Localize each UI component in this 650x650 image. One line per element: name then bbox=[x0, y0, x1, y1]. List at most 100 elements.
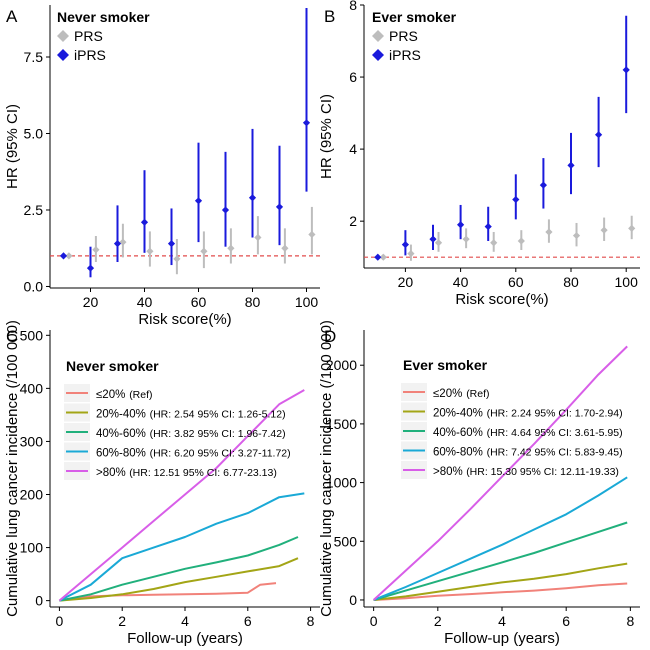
data-point bbox=[254, 233, 262, 242]
series-line bbox=[59, 536, 299, 602]
legend-label: 20%-40% bbox=[433, 408, 483, 420]
y-axis-label: HR (95% CI) bbox=[318, 94, 335, 179]
data-point bbox=[595, 131, 603, 139]
series-iprs bbox=[59, 8, 311, 278]
x-axis-label: Risk score(%) bbox=[138, 311, 231, 328]
panel-title: Ever smoker bbox=[403, 357, 488, 373]
data-point bbox=[429, 235, 437, 243]
data-point bbox=[628, 224, 636, 232]
legend-stats: (Ref) bbox=[466, 388, 489, 400]
panel-a: A 0.0 2.5 5.0 7.5 20 40 60 80 100 Risk score(%) HR … bbox=[4, 5, 320, 328]
x-tick-label: 40 bbox=[137, 294, 153, 310]
legend-stats: (HR: 2.54 95% CI: 1.26-5.12) bbox=[150, 409, 286, 421]
legend-label: ≤20% bbox=[96, 389, 125, 401]
panel-title: Never smoker bbox=[57, 9, 150, 25]
panel-letter: D bbox=[324, 327, 336, 346]
y-tick-label: 500 bbox=[334, 533, 358, 549]
panel-letter: B bbox=[324, 7, 335, 26]
legend-item-prs: PRS bbox=[57, 28, 103, 44]
y-tick-label: 6 bbox=[349, 69, 357, 85]
data-point bbox=[281, 244, 289, 252]
y-tick-label: 200 bbox=[20, 487, 44, 503]
y-axis-label: Cumulative lung cancer incidence (/100 0… bbox=[318, 320, 335, 617]
data-point bbox=[200, 247, 208, 255]
x-tick-label: 80 bbox=[563, 274, 579, 290]
legend-label: iPRS bbox=[389, 47, 421, 63]
legend-label: 40%-60% bbox=[433, 427, 483, 439]
data-point bbox=[308, 230, 316, 239]
data-point bbox=[545, 228, 553, 236]
legend-label: 60%-80% bbox=[433, 447, 483, 459]
y-tick-label: 0 bbox=[349, 592, 357, 608]
x-axis-label: Risk score(%) bbox=[455, 291, 548, 308]
legend-item-iprs: iPRS bbox=[372, 47, 421, 63]
x-tick-label: 20 bbox=[398, 274, 414, 290]
data-point bbox=[275, 203, 284, 211]
legend-label: iPRS bbox=[74, 47, 106, 63]
data-point bbox=[146, 247, 154, 255]
y-axis-label: Cumulative lung cancer incidence (/100 0… bbox=[4, 320, 21, 617]
x-tick-label: 8 bbox=[307, 613, 315, 629]
data-point bbox=[600, 226, 608, 234]
legend-label: PRS bbox=[389, 28, 418, 44]
legend-item: 40%-60% (HR: 4.64 95% CI: 3.61-5.95) bbox=[401, 422, 623, 440]
series-line bbox=[373, 562, 628, 601]
x-tick-label: 4 bbox=[181, 613, 189, 629]
data-point bbox=[517, 237, 525, 245]
x-tick-label: 8 bbox=[626, 613, 634, 629]
data-point bbox=[302, 119, 311, 127]
panel-letter: C bbox=[6, 327, 18, 346]
series-line bbox=[373, 476, 628, 601]
y-tick-label: 7.5 bbox=[24, 49, 44, 65]
legend-item: 20%-40% (HR: 2.54 95% CI: 1.26-5.12) bbox=[64, 403, 286, 422]
legend-item: >80% (HR: 12.51 95% CI: 6.77-23.13) bbox=[64, 462, 277, 480]
data-point bbox=[572, 231, 581, 240]
y-tick-label: 300 bbox=[20, 433, 44, 449]
series-iprs bbox=[374, 15, 630, 261]
legend-item: 60%-80% (HR: 7.42 95% CI: 5.83-9.45) bbox=[401, 441, 623, 460]
data-point bbox=[434, 239, 443, 247]
x-tick-label: 100 bbox=[615, 274, 639, 290]
y-tick-label: 4 bbox=[349, 141, 357, 157]
data-point bbox=[86, 264, 95, 272]
x-tick-label: 2 bbox=[434, 613, 442, 629]
series-line bbox=[372, 345, 628, 601]
legend-stats: (Ref) bbox=[129, 389, 152, 401]
series-line bbox=[373, 521, 628, 601]
legend-marker bbox=[57, 49, 69, 61]
legend-stats: (HR: 7.42 95% CI: 5.83-9.45) bbox=[487, 447, 623, 459]
panel-title: Ever smoker bbox=[372, 9, 457, 25]
legend-stats: (HR: 6.20 95% CI: 3.27-11.72) bbox=[150, 448, 291, 460]
panel-title: Never smoker bbox=[66, 358, 159, 374]
legend-marker bbox=[57, 30, 69, 42]
legend-stats: (HR: 2.24 95% CI: 1.70-2.94) bbox=[487, 408, 623, 420]
data-point bbox=[457, 221, 465, 229]
x-tick-label: 6 bbox=[244, 613, 252, 629]
data-point bbox=[401, 240, 409, 249]
x-tick-label: 0 bbox=[56, 613, 64, 629]
x-tick-label: 60 bbox=[191, 294, 207, 310]
legend-label: 60%-80% bbox=[96, 448, 146, 460]
y-tick-label: 2000 bbox=[326, 357, 357, 373]
data-point bbox=[379, 253, 387, 261]
legend-item: >80% (HR: 15.30 95% CI: 12.11-19.33) bbox=[401, 461, 619, 479]
series-prs bbox=[379, 215, 636, 261]
legend-item: 40%-60% (HR: 3.82 95% CI: 1.96-7.42) bbox=[64, 423, 286, 441]
x-tick-label: 60 bbox=[508, 274, 524, 290]
x-tick-label: 40 bbox=[453, 274, 469, 290]
data-point bbox=[462, 235, 470, 243]
legend-item: 60%-80% (HR: 6.20 95% CI: 3.27-11.72) bbox=[64, 442, 291, 461]
series-prs bbox=[65, 206, 316, 275]
legend-label: 40%-60% bbox=[96, 428, 146, 440]
y-tick-label: 2.5 bbox=[24, 202, 44, 218]
data-point bbox=[407, 249, 415, 258]
legend-stats: (HR: 3.82 95% CI: 1.96-7.42) bbox=[150, 428, 286, 440]
legend-item: ≤20% (Ref) bbox=[64, 384, 153, 402]
legend-item: ≤20% (Ref) bbox=[401, 383, 490, 401]
data-point bbox=[622, 66, 630, 74]
y-tick-label: 2 bbox=[349, 213, 357, 229]
legend-stats: (HR: 12.51 95% CI: 6.77-23.13) bbox=[129, 467, 277, 479]
data-point bbox=[59, 252, 68, 260]
data-point bbox=[567, 161, 575, 169]
data-point bbox=[374, 253, 382, 261]
